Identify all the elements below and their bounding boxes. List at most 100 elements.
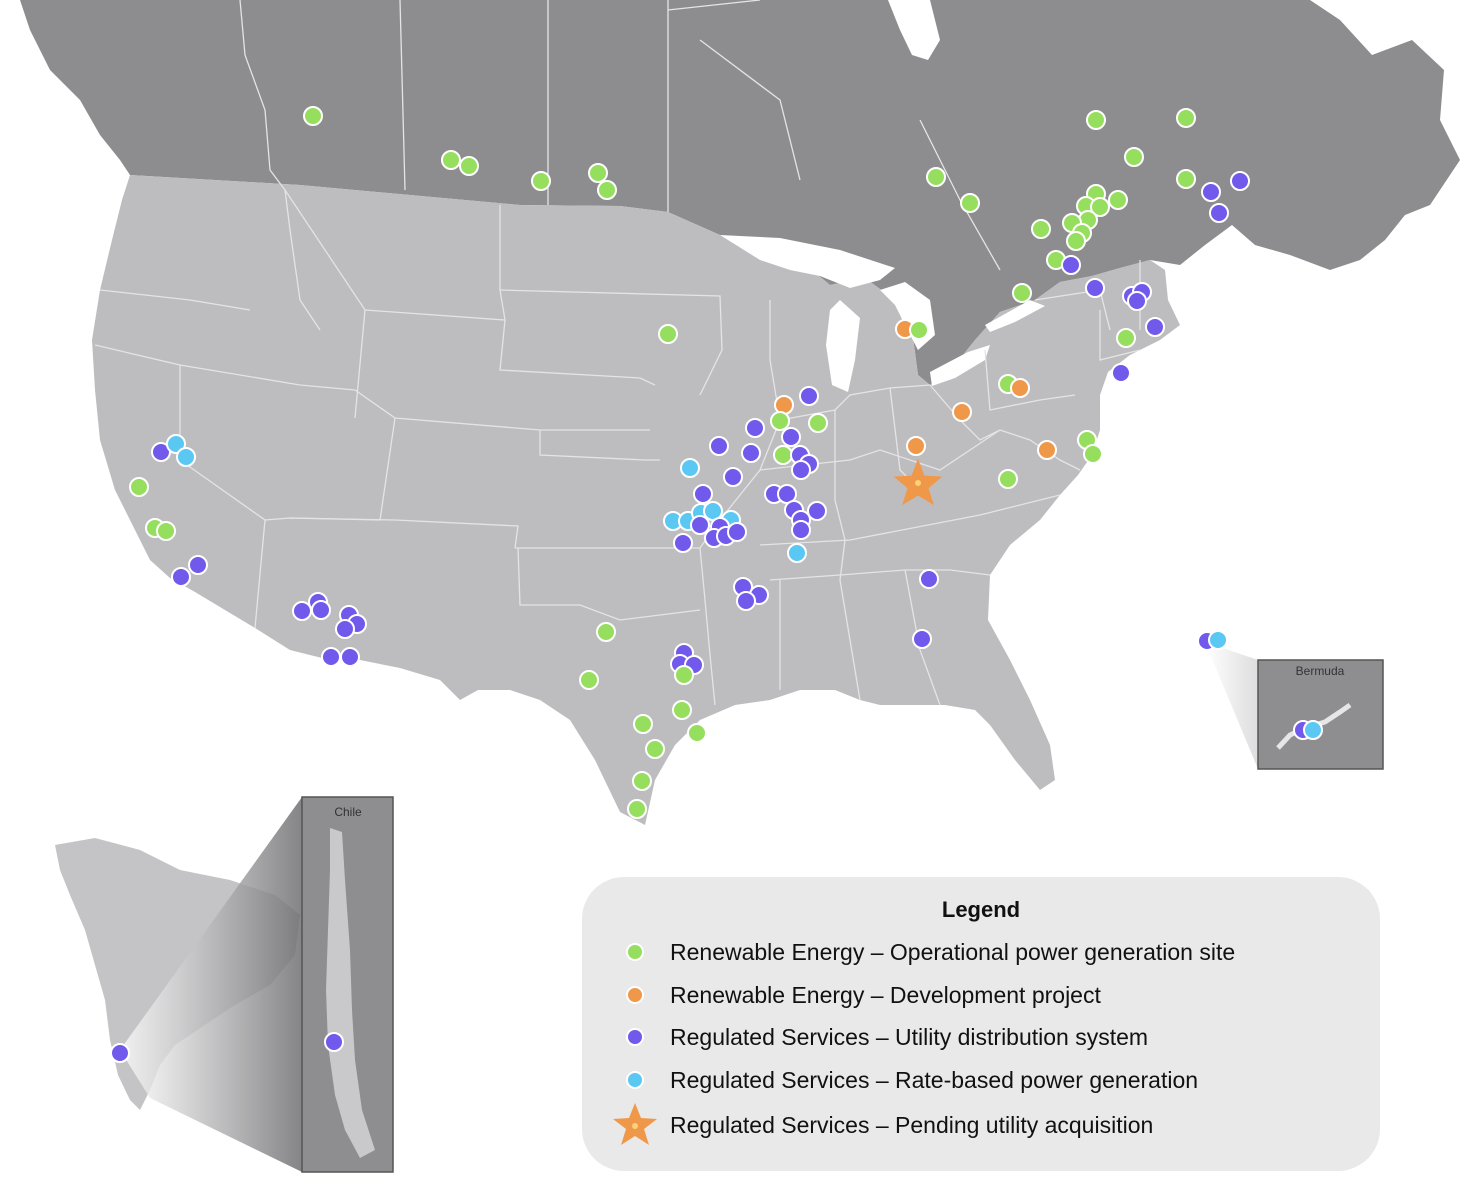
renewable-operational-marker[interactable] bbox=[1176, 108, 1196, 128]
renewable-operational-marker[interactable] bbox=[588, 163, 608, 183]
utility-distribution-marker[interactable] bbox=[292, 601, 312, 621]
utility-distribution-marker[interactable] bbox=[727, 522, 747, 542]
legend-title: Legend bbox=[941, 897, 1021, 922]
utility-distribution-marker[interactable] bbox=[919, 569, 939, 589]
utility-distribution-marker[interactable] bbox=[1230, 171, 1250, 191]
chile-land bbox=[326, 828, 375, 1158]
utility-distribution-marker[interactable] bbox=[188, 555, 208, 575]
renewable-operational-marker[interactable] bbox=[1176, 169, 1196, 189]
chile-inset: Chile bbox=[55, 796, 394, 1173]
rate-based-generation-marker[interactable] bbox=[1208, 630, 1228, 650]
rate-based-generation-marker[interactable] bbox=[787, 543, 807, 563]
rate-based-generation-marker[interactable] bbox=[680, 458, 700, 478]
renewable-operational-marker[interactable] bbox=[596, 622, 616, 642]
renewable-operational-marker[interactable] bbox=[773, 445, 793, 465]
state-borders bbox=[94, 0, 1141, 706]
utility-distribution-marker[interactable] bbox=[110, 1043, 130, 1063]
utility-distribution-marker[interactable] bbox=[745, 418, 765, 438]
utility-distribution-marker[interactable] bbox=[799, 386, 819, 406]
renewable-operational-marker[interactable] bbox=[687, 723, 707, 743]
star-icon bbox=[613, 1103, 657, 1145]
utility-distribution-marker[interactable] bbox=[693, 484, 713, 504]
renewable-development-marker[interactable] bbox=[952, 402, 972, 422]
renewable-operational-marker[interactable] bbox=[808, 413, 828, 433]
utility-distribution-marker[interactable] bbox=[1061, 255, 1081, 275]
legend-label: Regulated Services – Utility distributio… bbox=[670, 1023, 1149, 1050]
legend-item-renewable-development: Renewable Energy – Development project bbox=[612, 977, 1101, 1013]
renewable-operational-marker[interactable] bbox=[303, 106, 323, 126]
renewable-operational-marker[interactable] bbox=[129, 477, 149, 497]
orange-dot-icon bbox=[626, 986, 644, 1004]
rate-based-generation-marker[interactable] bbox=[166, 434, 186, 454]
utility-distribution-marker[interactable] bbox=[1127, 291, 1147, 311]
rate-based-generation-marker[interactable] bbox=[1303, 720, 1323, 740]
renewable-operational-marker[interactable] bbox=[633, 714, 653, 734]
utility-distribution-marker[interactable] bbox=[690, 515, 710, 535]
utility-distribution-marker[interactable] bbox=[807, 501, 827, 521]
utility-distribution-marker[interactable] bbox=[324, 1032, 344, 1052]
renewable-operational-marker[interactable] bbox=[658, 324, 678, 344]
renewable-operational-marker[interactable] bbox=[672, 700, 692, 720]
utility-distribution-marker[interactable] bbox=[791, 460, 811, 480]
utility-distribution-marker[interactable] bbox=[1209, 203, 1229, 223]
renewable-operational-marker[interactable] bbox=[998, 469, 1018, 489]
renewable-operational-marker[interactable] bbox=[1031, 219, 1051, 239]
site-markers bbox=[110, 106, 1323, 1063]
legend-item-pending-acquisition: Regulated Services – Pending utility acq… bbox=[612, 1103, 1154, 1145]
renewable-operational-marker[interactable] bbox=[1124, 147, 1144, 167]
renewable-operational-marker[interactable] bbox=[1108, 190, 1128, 210]
utility-distribution-marker[interactable] bbox=[791, 520, 811, 540]
blue-dot-icon bbox=[626, 1071, 644, 1089]
utility-distribution-marker[interactable] bbox=[781, 427, 801, 447]
renewable-operational-marker[interactable] bbox=[1083, 444, 1103, 464]
utility-distribution-marker[interactable] bbox=[1201, 182, 1221, 202]
utility-distribution-marker[interactable] bbox=[1145, 317, 1165, 337]
legend-label: Renewable Energy – Development project bbox=[670, 981, 1101, 1008]
renewable-development-marker[interactable] bbox=[1010, 378, 1030, 398]
utility-distribution-marker[interactable] bbox=[736, 591, 756, 611]
renewable-operational-marker[interactable] bbox=[1090, 197, 1110, 217]
renewable-operational-marker[interactable] bbox=[1066, 231, 1086, 251]
utility-distribution-marker[interactable] bbox=[673, 533, 693, 553]
renewable-operational-marker[interactable] bbox=[459, 156, 479, 176]
james-bay bbox=[888, 0, 940, 60]
legend-item-renewable-operational: Renewable Energy – Operational power gen… bbox=[612, 934, 1235, 970]
utility-distribution-marker[interactable] bbox=[912, 629, 932, 649]
legend-label: Regulated Services – Pending utility acq… bbox=[670, 1111, 1154, 1138]
utility-distribution-marker[interactable] bbox=[723, 467, 743, 487]
rate-based-generation-marker[interactable] bbox=[176, 447, 196, 467]
utility-distribution-marker[interactable] bbox=[321, 647, 341, 667]
utility-distribution-marker[interactable] bbox=[741, 443, 761, 463]
renewable-operational-marker[interactable] bbox=[1012, 283, 1032, 303]
bermuda-frame bbox=[1257, 659, 1384, 770]
utility-distribution-marker[interactable] bbox=[709, 436, 729, 456]
utility-distribution-marker[interactable] bbox=[1111, 363, 1131, 383]
renewable-operational-marker[interactable] bbox=[926, 167, 946, 187]
utility-distribution-marker[interactable] bbox=[311, 600, 331, 620]
renewable-operational-marker[interactable] bbox=[645, 739, 665, 759]
renewable-operational-marker[interactable] bbox=[1116, 328, 1136, 348]
bermuda-inset: Bermuda bbox=[1205, 642, 1384, 770]
renewable-operational-marker[interactable] bbox=[597, 180, 617, 200]
legend-label: Regulated Services – Rate-based power ge… bbox=[670, 1066, 1199, 1093]
renewable-operational-marker[interactable] bbox=[441, 150, 461, 170]
utility-distribution-marker[interactable] bbox=[171, 567, 191, 587]
utility-distribution-marker[interactable] bbox=[1085, 278, 1105, 298]
renewable-operational-marker[interactable] bbox=[909, 320, 929, 340]
renewable-operational-marker[interactable] bbox=[960, 193, 980, 213]
renewable-operational-marker[interactable] bbox=[579, 670, 599, 690]
renewable-operational-marker[interactable] bbox=[1086, 110, 1106, 130]
renewable-operational-marker[interactable] bbox=[627, 799, 647, 819]
renewable-operational-marker[interactable] bbox=[632, 771, 652, 791]
utility-distribution-marker[interactable] bbox=[340, 647, 360, 667]
utility-distribution-marker[interactable] bbox=[335, 619, 355, 639]
renewable-operational-marker[interactable] bbox=[674, 665, 694, 685]
legend-item-rate-based-generation: Regulated Services – Rate-based power ge… bbox=[612, 1062, 1198, 1098]
legend-item-utility-distribution: Regulated Services – Utility distributio… bbox=[612, 1019, 1148, 1055]
renewable-operational-marker[interactable] bbox=[156, 521, 176, 541]
renewable-operational-marker[interactable] bbox=[770, 411, 790, 431]
renewable-development-marker[interactable] bbox=[1037, 440, 1057, 460]
renewable-operational-marker[interactable] bbox=[531, 171, 551, 191]
renewable-development-marker[interactable] bbox=[906, 436, 926, 456]
